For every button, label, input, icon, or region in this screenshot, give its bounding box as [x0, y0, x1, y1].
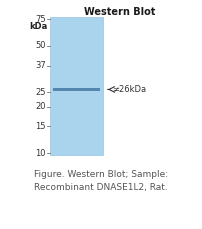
Text: Recombinant DNASE1L2, Rat.: Recombinant DNASE1L2, Rat.: [34, 183, 167, 192]
Text: 15: 15: [35, 122, 46, 131]
Text: 37: 37: [35, 62, 46, 71]
Text: 20: 20: [35, 102, 46, 111]
Text: 50: 50: [35, 41, 46, 50]
Text: Western Blot: Western Blot: [84, 7, 155, 17]
Bar: [50, 17, 102, 155]
Text: 25: 25: [35, 87, 46, 97]
Text: 10: 10: [35, 148, 46, 158]
Text: 75: 75: [35, 14, 46, 24]
Text: ≠26kDa: ≠26kDa: [112, 85, 145, 94]
Text: kDa: kDa: [30, 22, 48, 31]
Bar: [53, 88, 100, 91]
Text: Figure. Western Blot; Sample:: Figure. Western Blot; Sample:: [34, 170, 167, 179]
